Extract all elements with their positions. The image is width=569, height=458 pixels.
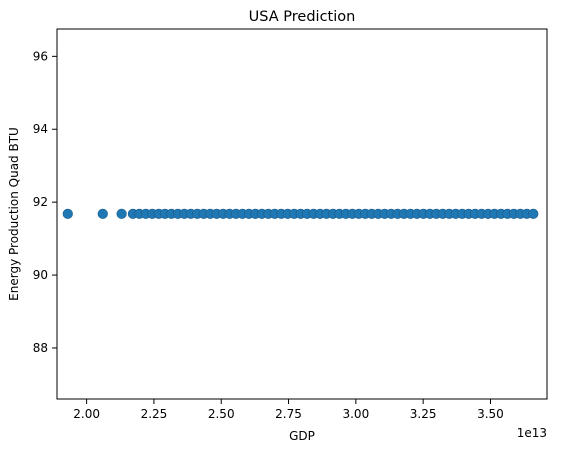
x-tick-label: 2.75 bbox=[275, 407, 302, 421]
y-tick-label: 88 bbox=[33, 341, 48, 355]
y-tick-label: 90 bbox=[33, 268, 48, 282]
x-axis-ticks: 2.00 2.25 2.50 2.75 3.00 3.25 3.50 bbox=[73, 399, 504, 421]
data-point bbox=[528, 208, 539, 219]
x-axis-offset-label: 1e13 bbox=[517, 426, 547, 440]
x-tick-label: 2.50 bbox=[208, 407, 235, 421]
x-axis-label: GDP bbox=[289, 429, 315, 443]
y-tick-label: 96 bbox=[33, 49, 48, 63]
x-tick-label: 2.25 bbox=[141, 407, 168, 421]
y-tick-label: 94 bbox=[33, 122, 48, 136]
data-point bbox=[62, 208, 73, 219]
x-tick-label: 3.25 bbox=[410, 407, 437, 421]
x-tick-label: 2.00 bbox=[73, 407, 100, 421]
y-axis-label: Energy Production Quad BTU bbox=[7, 127, 21, 301]
y-tick-label: 92 bbox=[33, 195, 48, 209]
chart-title: USA Prediction bbox=[249, 9, 356, 25]
x-tick-label: 3.50 bbox=[477, 407, 504, 421]
data-point bbox=[97, 208, 108, 219]
plot-area-frame bbox=[56, 28, 548, 400]
data-points-layer bbox=[62, 208, 539, 219]
y-axis-ticks: 88 90 92 94 96 bbox=[33, 49, 57, 355]
data-point bbox=[116, 208, 127, 219]
x-tick-label: 3.00 bbox=[342, 407, 369, 421]
